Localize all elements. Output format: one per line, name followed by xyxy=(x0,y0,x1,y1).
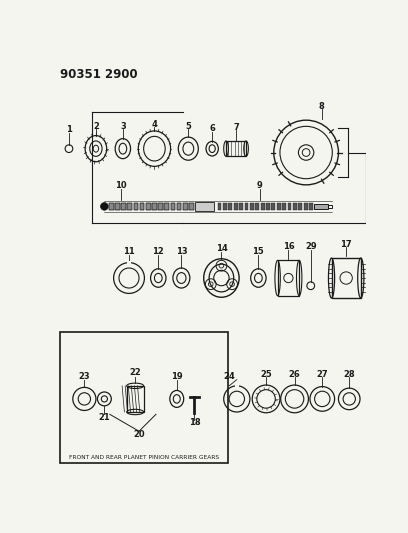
Bar xyxy=(271,203,275,210)
Text: 29: 29 xyxy=(305,242,317,251)
Circle shape xyxy=(100,203,108,210)
Bar xyxy=(177,203,182,210)
Bar xyxy=(293,203,297,210)
Text: 11: 11 xyxy=(123,247,135,256)
Bar xyxy=(152,203,157,210)
Bar xyxy=(115,203,120,210)
Text: 27: 27 xyxy=(317,370,328,379)
Text: 6: 6 xyxy=(209,124,215,133)
Bar xyxy=(195,202,215,211)
Text: 14: 14 xyxy=(215,244,227,253)
Text: 90351 2900: 90351 2900 xyxy=(60,68,137,81)
Text: 25: 25 xyxy=(260,370,272,379)
Bar xyxy=(261,203,264,210)
Bar xyxy=(298,203,302,210)
Bar xyxy=(134,203,138,210)
Text: 9: 9 xyxy=(257,181,263,190)
Bar xyxy=(250,203,254,210)
Bar xyxy=(228,203,232,210)
Bar xyxy=(127,203,132,210)
Text: 2: 2 xyxy=(93,122,99,131)
Text: 17: 17 xyxy=(340,240,352,248)
Bar xyxy=(255,203,259,210)
Bar xyxy=(127,203,132,210)
Bar xyxy=(146,203,151,210)
Bar xyxy=(152,203,157,210)
Text: 1: 1 xyxy=(66,125,72,134)
Bar xyxy=(171,203,175,210)
Bar xyxy=(235,384,239,389)
Bar xyxy=(140,203,144,210)
Text: 26: 26 xyxy=(289,370,300,379)
Bar xyxy=(140,203,144,210)
Bar xyxy=(244,203,248,210)
Text: 21: 21 xyxy=(98,413,110,422)
Bar xyxy=(288,203,291,210)
Bar xyxy=(164,203,169,210)
Text: 16: 16 xyxy=(282,242,294,251)
Text: 18: 18 xyxy=(188,418,200,427)
Bar xyxy=(234,203,237,210)
Bar xyxy=(282,203,286,210)
Bar xyxy=(314,204,328,209)
Bar xyxy=(134,203,138,210)
Bar xyxy=(183,203,188,210)
Text: 10: 10 xyxy=(115,181,127,190)
Text: 4: 4 xyxy=(151,119,157,128)
Bar xyxy=(146,203,151,210)
Bar xyxy=(171,203,175,210)
Bar xyxy=(177,203,182,210)
Bar xyxy=(109,203,113,210)
Text: FRONT AND REAR PLANET PINION CARRIER GEARS: FRONT AND REAR PLANET PINION CARRIER GEA… xyxy=(69,455,219,460)
Text: 7: 7 xyxy=(233,123,239,132)
Bar xyxy=(158,203,163,210)
Bar xyxy=(304,203,308,210)
Bar xyxy=(266,203,270,210)
Bar xyxy=(121,203,126,210)
Bar xyxy=(127,386,144,412)
Bar xyxy=(189,203,194,210)
Text: 5: 5 xyxy=(185,122,191,131)
Text: 15: 15 xyxy=(253,247,264,256)
Bar xyxy=(239,203,243,210)
Text: 3: 3 xyxy=(120,122,126,131)
Bar xyxy=(277,203,281,210)
Text: 13: 13 xyxy=(175,247,187,256)
Bar xyxy=(309,203,313,210)
Text: 24: 24 xyxy=(223,372,235,381)
Bar xyxy=(183,203,188,210)
Text: 20: 20 xyxy=(133,430,145,439)
Bar xyxy=(164,203,169,210)
Bar xyxy=(332,258,361,298)
Bar xyxy=(115,203,120,210)
Bar xyxy=(127,261,131,265)
Bar xyxy=(277,260,299,296)
Bar xyxy=(109,203,113,210)
Text: 23: 23 xyxy=(79,372,90,381)
Bar xyxy=(328,205,332,208)
Bar xyxy=(217,203,222,210)
Text: 22: 22 xyxy=(129,368,141,377)
Bar xyxy=(189,203,194,210)
Bar xyxy=(121,203,126,210)
Text: 19: 19 xyxy=(171,372,182,381)
Text: 12: 12 xyxy=(153,247,164,256)
Bar xyxy=(60,332,228,463)
Text: 28: 28 xyxy=(344,370,355,379)
Text: 8: 8 xyxy=(319,102,324,111)
Bar xyxy=(223,203,227,210)
Bar xyxy=(158,203,163,210)
Bar xyxy=(226,141,246,156)
